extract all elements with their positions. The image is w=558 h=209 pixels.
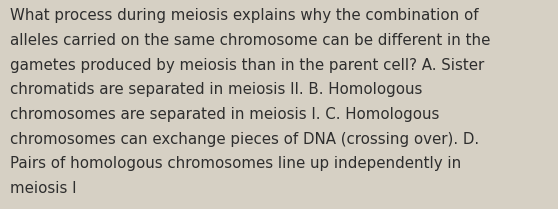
Text: Pairs of homologous chromosomes line up independently in: Pairs of homologous chromosomes line up … (10, 156, 461, 171)
Text: chromosomes are separated in meiosis I. C. Homologous: chromosomes are separated in meiosis I. … (10, 107, 439, 122)
Text: What process during meiosis explains why the combination of: What process during meiosis explains why… (10, 8, 479, 23)
Text: gametes produced by meiosis than in the parent cell? A. Sister: gametes produced by meiosis than in the … (10, 58, 484, 73)
Text: chromosomes can exchange pieces of DNA (crossing over). D.: chromosomes can exchange pieces of DNA (… (10, 132, 479, 147)
Text: alleles carried on the same chromosome can be different in the: alleles carried on the same chromosome c… (10, 33, 490, 48)
Text: meiosis I: meiosis I (10, 181, 76, 196)
Text: chromatids are separated in meiosis II. B. Homologous: chromatids are separated in meiosis II. … (10, 82, 422, 97)
